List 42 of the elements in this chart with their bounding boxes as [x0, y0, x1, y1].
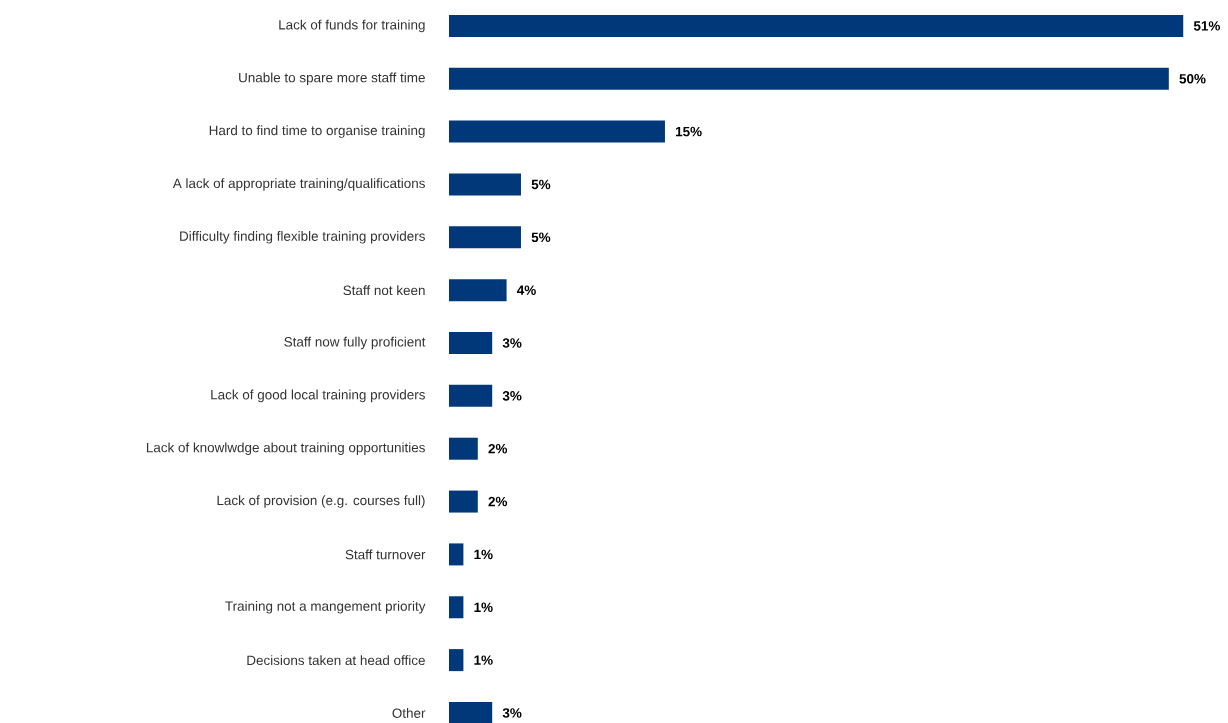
bar — [449, 596, 464, 619]
data-label: 15% — [675, 126, 702, 137]
y-tick-label: Decisions taken at head office — [247, 655, 425, 666]
y-tick-label: Unable to spare more staff time — [239, 72, 425, 86]
bar — [449, 384, 493, 407]
data-label: 3% — [502, 391, 522, 401]
bar — [449, 173, 521, 196]
y-tick-label: Lack of good local training providers — [211, 389, 425, 403]
data-label: 1% — [474, 602, 493, 612]
y-tick-label: Lack of funds for training — [279, 19, 425, 33]
bar — [449, 437, 478, 460]
bar — [449, 490, 478, 513]
bar — [449, 543, 464, 566]
y-tick-label: Difficulty finding flexible training providers — [180, 231, 425, 244]
y-tick-label: A lack of appropriate training/qualifications — [172, 178, 425, 191]
y-tick-label: Staff not keen — [343, 285, 425, 296]
data-label: 1% — [474, 655, 493, 665]
data-label: 3% — [502, 708, 522, 718]
data-label: 2% — [488, 443, 508, 454]
bar — [449, 279, 507, 302]
bar — [449, 120, 665, 143]
data-label: 5% — [531, 179, 551, 190]
data-label: 51% — [1193, 21, 1220, 31]
data-label: 2% — [488, 496, 508, 507]
y-tick-label: Lack of knowlwdge about training opportunities — [146, 442, 425, 455]
y-tick-label: Other — [392, 708, 426, 718]
y-tick-label: Staff turnover — [345, 549, 426, 560]
bar — [449, 67, 1169, 90]
data-label: 50% — [1179, 73, 1206, 84]
y-tick-label: Training not a mangement priority — [225, 600, 426, 614]
y-tick-label: Hard to find time to organise training — [209, 125, 425, 138]
data-label: 3% — [502, 338, 522, 348]
y-tick-label: Lack of provision (e.g. courses full) — [217, 495, 425, 508]
y-tick-label: Staff now fully proficient — [284, 336, 426, 350]
bar — [449, 14, 1184, 37]
data-label: 4% — [516, 285, 536, 295]
bar — [449, 649, 464, 672]
data-label: 1% — [474, 549, 493, 560]
data-label: 5% — [531, 232, 551, 243]
bar — [449, 226, 521, 249]
bar — [449, 701, 493, 723]
bar — [449, 332, 493, 355]
